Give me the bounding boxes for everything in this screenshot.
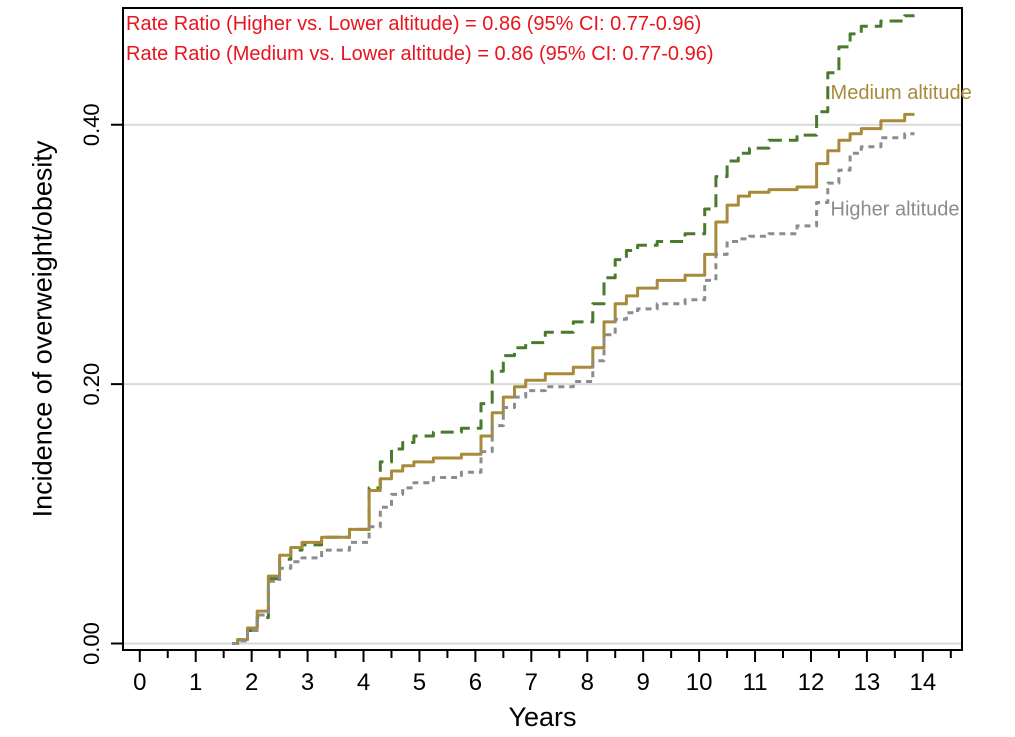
x-tick-label: 12: [798, 669, 825, 696]
series-label-1: Medium altitude: [831, 82, 972, 104]
x-tick-label: 5: [413, 669, 426, 696]
x-tick-label: 4: [357, 669, 370, 696]
series-label-2: Higher altitude: [831, 199, 960, 221]
y-tick-label: 0.20: [79, 363, 104, 406]
series-line-2: [232, 132, 915, 645]
grid-layer: [123, 123, 962, 645]
x-tick-label: 7: [525, 669, 538, 696]
plot-frame: [122, 7, 963, 651]
x-tick-label: 9: [637, 669, 650, 696]
axis-layer: 0.000.200.400 1 2 3 4 5 6 7 8 9 10 11 12 13 14: [79, 103, 952, 696]
x-tick-label: 3: [301, 669, 314, 696]
y-axis-title: Incidence of overweight/obesity: [27, 140, 57, 517]
y-tick-label: 0.40: [79, 103, 104, 146]
x-tick-label: 13: [854, 669, 881, 696]
x-tick-label: 2: [245, 669, 258, 696]
x-tick-label: 10: [686, 669, 713, 696]
x-tick-label: 1: [189, 669, 202, 696]
x-tick-label: 8: [581, 669, 594, 696]
x-tick-label: 6: [469, 669, 482, 696]
x-tick-label: 0: [133, 669, 146, 696]
annotation-rr-higher: Rate Ratio (Higher vs. Lower altitude) =…: [126, 13, 701, 35]
annotation-rr-medium: Rate Ratio (Medium vs. Lower altitude) =…: [126, 43, 714, 65]
x-tick-label: 11: [743, 669, 768, 696]
x-tick-label: 14: [909, 669, 936, 696]
line-layer: [232, 14, 915, 645]
series-line-1: [232, 112, 915, 645]
series-line-0: [232, 14, 915, 645]
y-tick-label: 0.00: [79, 622, 104, 665]
x-axis-title: Years: [508, 702, 576, 732]
